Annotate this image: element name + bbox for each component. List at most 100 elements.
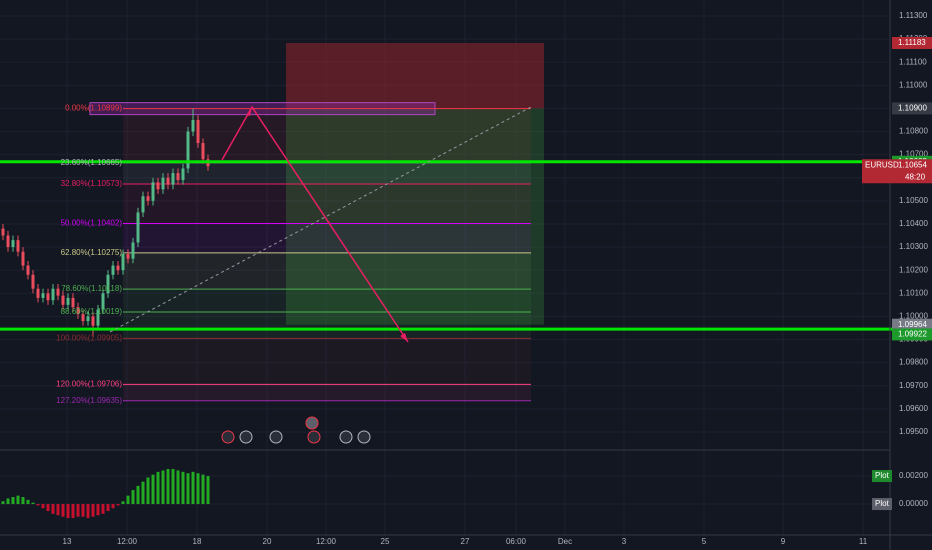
histogram-bar	[171, 469, 175, 505]
y-tick-label: 1.10100	[899, 288, 928, 297]
y-tick-label: 1.10000	[899, 312, 928, 321]
candle-body	[76, 307, 80, 315]
candle-body	[121, 254, 125, 271]
plot-tag-bg	[872, 498, 892, 511]
fib-label: 120.00%(1.09706)	[56, 379, 122, 388]
fib-fill	[123, 384, 531, 401]
x-tick-label: 12:00	[316, 537, 337, 546]
histogram-bar	[91, 504, 95, 517]
candle-body	[16, 240, 20, 252]
plot-tag: Plot	[875, 499, 890, 508]
event-icon	[357, 430, 371, 444]
candle-body	[6, 235, 10, 248]
y-tick-label: 1.09500	[899, 427, 928, 436]
candle-body	[181, 168, 185, 181]
arrow-head	[400, 333, 408, 342]
candle-body	[126, 254, 130, 259]
histogram-bar	[111, 504, 115, 509]
y-tick-label: 1.10700	[899, 150, 928, 159]
candle-body	[26, 265, 30, 275]
fib-fill	[123, 289, 531, 313]
y-tick-label: 1.10800	[899, 127, 928, 136]
event-icon	[307, 430, 321, 444]
x-tick-label: 06:00	[506, 537, 527, 546]
histogram-bar	[166, 469, 170, 505]
candle-body	[111, 265, 115, 275]
histogram-bar	[6, 498, 10, 505]
histogram-bar	[141, 481, 145, 505]
candle-body	[146, 196, 150, 201]
candle-body	[141, 196, 145, 213]
y-tick-label: 1.09600	[899, 404, 928, 413]
histogram-bar	[161, 470, 165, 505]
candle-body	[101, 293, 105, 310]
histogram-bar	[31, 502, 35, 505]
y-tick-label: 1.10500	[899, 196, 928, 205]
histogram-bar	[181, 471, 185, 505]
candle-body	[66, 297, 70, 305]
fib-fill	[123, 223, 531, 253]
candle-body	[46, 293, 50, 301]
candle-body	[191, 119, 195, 132]
candle-body	[186, 131, 190, 169]
candle-body	[56, 288, 60, 296]
fib-label: 32.80%(1.10573)	[61, 179, 123, 188]
candle-body	[71, 297, 75, 308]
x-tick-label: 13	[63, 537, 72, 546]
histogram-bar	[11, 497, 15, 505]
y-tick-label: 1.11100	[899, 57, 927, 66]
fib-fill	[123, 312, 531, 339]
histogram-bar	[206, 476, 210, 505]
candle-body	[81, 314, 85, 322]
candle-body	[11, 240, 15, 248]
candle-body	[201, 143, 205, 160]
symbol-label: EURUSD	[865, 160, 899, 169]
y-tick-label: 1.09800	[899, 358, 928, 367]
fib-label: 127.20%(1.09635)	[56, 396, 122, 405]
x-tick-label: 20	[263, 537, 272, 546]
candle-body	[106, 274, 110, 294]
histogram-bar	[1, 501, 5, 505]
y-tick-label: 1.10200	[899, 265, 928, 274]
candle-body	[131, 242, 135, 259]
histogram-bar	[151, 474, 155, 505]
x-tick-label: 27	[461, 537, 470, 546]
marks	[0, 108, 932, 519]
fib-fill	[123, 338, 531, 385]
histogram-bar	[146, 477, 150, 505]
histogram-bar	[41, 504, 45, 509]
x-tick-label: 18	[193, 537, 202, 546]
histogram-bar	[51, 504, 55, 514]
histogram-bar	[66, 504, 70, 519]
candle-body	[21, 251, 25, 266]
plot-tag: Plot	[875, 471, 890, 480]
x-tick-label: 5	[702, 537, 707, 546]
histogram-bar	[56, 504, 60, 516]
fib-fill	[123, 183, 531, 224]
trend-line	[109, 106, 532, 333]
histogram-bar	[126, 495, 130, 505]
price-tag: 1.09964	[898, 320, 927, 329]
histogram-bar	[81, 504, 85, 517]
y-tick-label: 1.11300	[899, 11, 928, 20]
y-tick-label: 0.00200	[899, 471, 928, 480]
candle-body	[41, 293, 45, 298]
histogram-bar	[116, 504, 120, 506]
x-tick-label: Dec	[558, 537, 572, 546]
histogram-bar	[16, 495, 20, 505]
event-icon	[305, 416, 319, 430]
candle-body	[36, 288, 40, 298]
fib-label: 78.60%(1.10118)	[61, 284, 122, 293]
x-tick-label: 25	[381, 537, 390, 546]
candle-body	[176, 173, 180, 181]
x-tick-label: 12:00	[117, 537, 138, 546]
fib-label: 62.80%(1.10275)	[61, 248, 123, 257]
histogram-bar	[191, 471, 195, 505]
last-price-label: 1.10654	[898, 160, 927, 169]
histogram-bar	[61, 504, 65, 517]
candle-body	[51, 288, 55, 301]
histogram-bar	[26, 499, 30, 505]
histogram-bar	[186, 473, 190, 505]
